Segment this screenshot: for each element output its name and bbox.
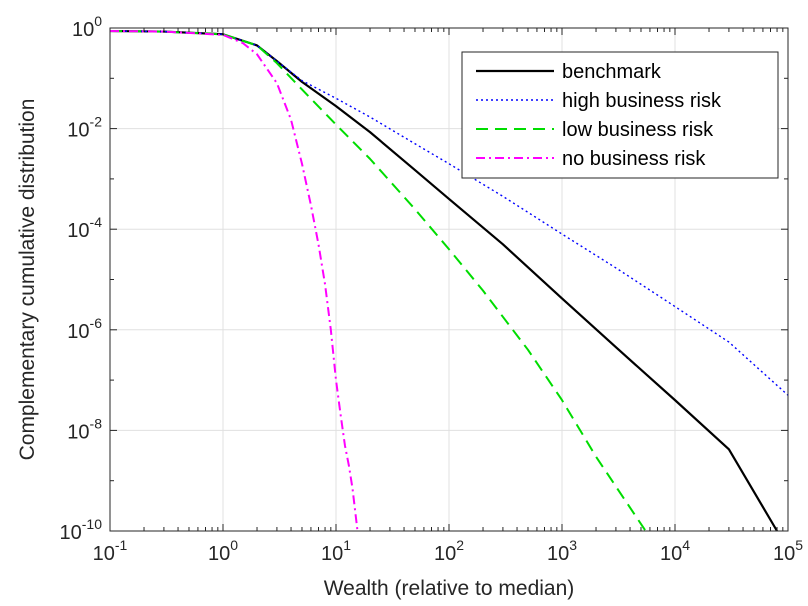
x-tick-label: 105 xyxy=(773,537,803,565)
legend-label: no business risk xyxy=(562,148,706,170)
legend: benchmark high business risk low business … xyxy=(461,51,779,179)
x-axis-label: Wealth (relative to median) xyxy=(324,577,575,600)
y-tick-label: 10-4 xyxy=(67,214,102,242)
legend-label: low business risk xyxy=(562,119,714,141)
y-tick-label: 100 xyxy=(72,13,102,41)
series-high-business-risk xyxy=(109,30,789,396)
x-tick-label: 101 xyxy=(321,537,351,565)
legend-label: high business risk xyxy=(562,90,722,112)
x-tick-label: 10-1 xyxy=(93,537,128,565)
y-axis-label: Complementary cumulative distribution xyxy=(16,99,39,461)
series-no-business-risk xyxy=(109,30,359,532)
y-tick-label: 10-2 xyxy=(67,114,102,142)
y-tick-label: 10-10 xyxy=(60,516,103,544)
axis-ticks xyxy=(109,27,788,532)
y-tick-label: 10-8 xyxy=(67,415,102,443)
tick-labels: 10-1 100 101 102 103 104 105 10-10 10-8 10-6 10-4 1… xyxy=(60,13,804,565)
x-tick-label: 103 xyxy=(547,537,577,565)
x-tick-label: 102 xyxy=(434,537,464,565)
x-tick-label: 104 xyxy=(660,537,690,565)
x-tick-label: 100 xyxy=(208,537,238,565)
legend-label: benchmark xyxy=(562,61,662,83)
series-low-business-risk xyxy=(109,30,647,532)
y-tick-label: 10-6 xyxy=(67,315,102,343)
series-layer xyxy=(109,29,789,532)
